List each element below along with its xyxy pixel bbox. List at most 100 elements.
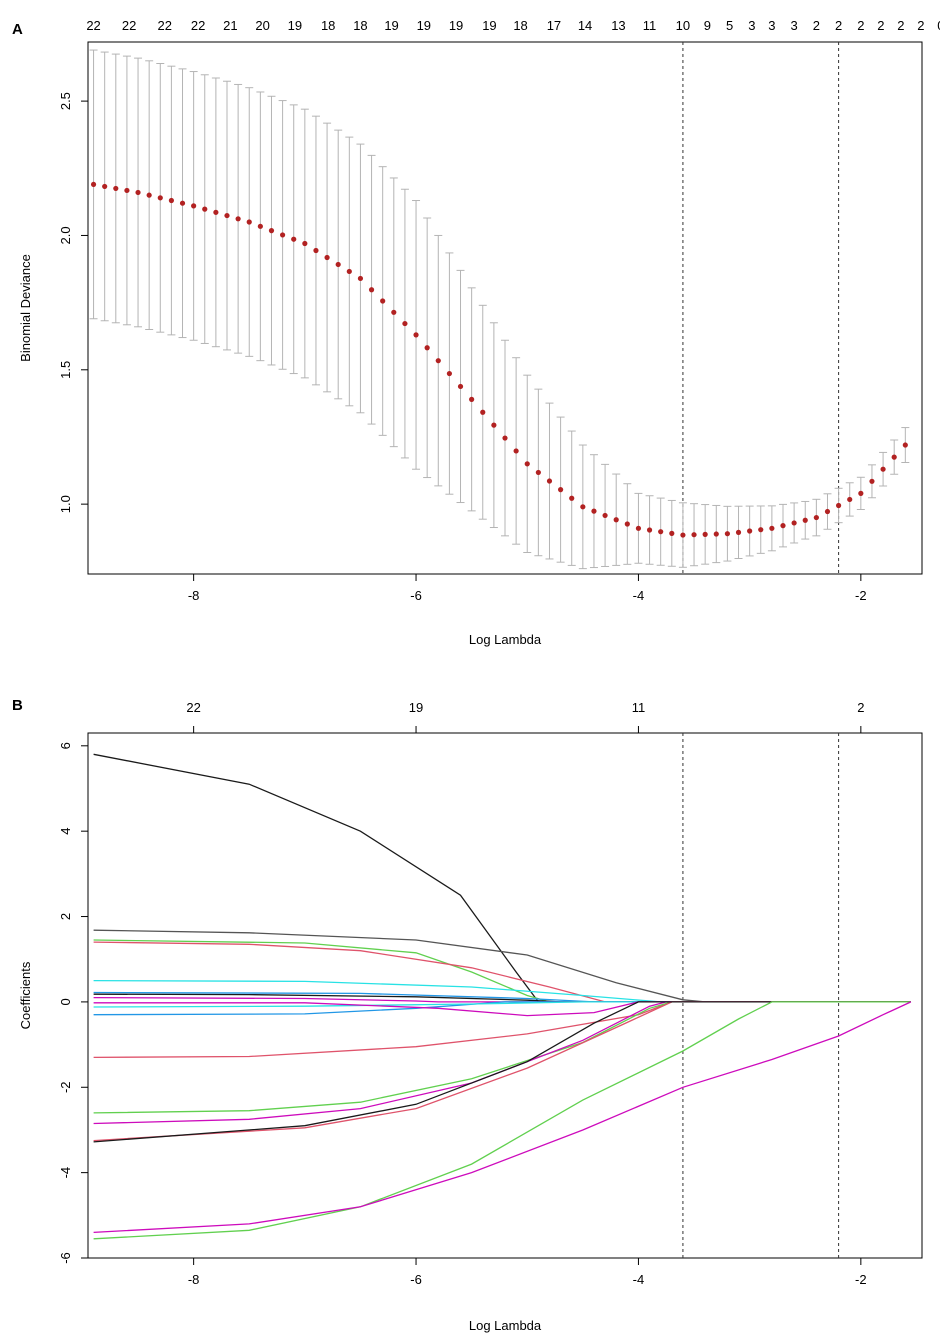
- deviance-point: [546, 478, 553, 484]
- panel-b-label: B: [12, 697, 23, 714]
- deviance-point: [558, 487, 564, 493]
- panel-a-label: A: [12, 21, 23, 38]
- panel-a-x-tick-label: -6: [410, 588, 422, 603]
- deviance-point: [135, 189, 141, 196]
- deviance-point: [769, 525, 775, 531]
- panel-a-top-axis-label: 19: [384, 18, 398, 33]
- panel-a-top-axis-label: 2: [835, 18, 842, 33]
- panel-a-top-axis-label: 18: [513, 18, 527, 33]
- panel-b-x-tick-label: -8: [188, 1272, 200, 1287]
- panel-b-x-axis-title: Log Lambda: [469, 1318, 542, 1333]
- deviance-point: [491, 422, 497, 428]
- deviance-point: [902, 442, 908, 448]
- panel-b-y-tick-label: -4: [58, 1167, 73, 1179]
- panel-b-y-tick-label: -6: [58, 1252, 73, 1264]
- panel-b-y-tick-label: 6: [58, 742, 73, 749]
- deviance-point: [146, 192, 152, 198]
- coef_14-line: [93, 1001, 911, 1125]
- deviance-point: [90, 181, 97, 188]
- panel-a-top-axis-label: 2: [897, 18, 904, 33]
- panel-a-top-axis-label: 19: [417, 18, 431, 33]
- deviance-point: [758, 527, 764, 533]
- coef_2-line: [93, 929, 911, 1003]
- deviance-point: [502, 435, 508, 441]
- deviance-point: [469, 396, 475, 402]
- deviance-point: [880, 466, 886, 472]
- panel-a-top-axis-label: 3: [768, 18, 775, 33]
- deviance-point: [335, 261, 341, 268]
- deviance-point: [513, 448, 519, 454]
- panel-a-top-axis-label: 19: [449, 18, 463, 33]
- panel-a-top-axis-label: 13: [611, 18, 625, 33]
- panel-a-top-axis-label: 19: [288, 18, 302, 33]
- panel-a-x-axis-title: Log Lambda: [469, 632, 542, 647]
- panel-a-top-axis-label: 17: [547, 18, 561, 33]
- deviance-point: [380, 298, 386, 304]
- panel-a-top-axis-label: 21: [223, 18, 237, 33]
- panel-a-x-tick-label: -8: [188, 588, 200, 603]
- deviance-point: [435, 358, 441, 364]
- deviance-point: [113, 185, 119, 192]
- deviance-point: [257, 223, 263, 229]
- coef_16-line: [93, 1001, 911, 1143]
- panel-b-plot-area: [93, 733, 912, 1258]
- deviance-point: [858, 490, 864, 496]
- panel-b-top-axis-label: 22: [186, 700, 200, 715]
- deviance-point: [747, 528, 753, 534]
- panel-a-y-tick-label: 1.0: [58, 495, 73, 513]
- deviance-point: [824, 508, 831, 515]
- deviance-point: [869, 478, 875, 484]
- coef_17-line: [93, 1001, 911, 1240]
- panel-a-y-tick-label: 2.0: [58, 226, 73, 244]
- panel-a-top-axis-label: 19: [482, 18, 496, 33]
- panel-b-y-tick-label: 0: [58, 998, 73, 1005]
- deviance-point: [202, 206, 208, 212]
- panel-a-top-axis-label: 2: [857, 18, 864, 33]
- panel-b-x-tick-label: -6: [410, 1272, 422, 1287]
- panel-a-top-axis-label: 22: [122, 18, 136, 33]
- panel-b-frame: [87, 732, 923, 1259]
- deviance-point: [646, 527, 653, 533]
- panel-b-top-axis-label: 19: [409, 700, 423, 715]
- panel-b-y-axis-title: Coefficients: [18, 961, 33, 1029]
- panel-a-top-axis-label: 3: [791, 18, 798, 33]
- deviance-point: [602, 512, 608, 519]
- deviance-point: [624, 521, 630, 527]
- panel-a-top-axis-label: 18: [353, 18, 367, 33]
- deviance-point: [791, 520, 797, 526]
- deviance-point: [368, 287, 375, 293]
- panel-a-top-axis-label: 2: [813, 18, 820, 33]
- deviance-point: [446, 370, 452, 377]
- deviance-point: [891, 454, 897, 460]
- panel-a-top-axis-label: 14: [578, 18, 592, 33]
- deviance-point: [535, 469, 541, 476]
- panel-a-top-axis-label: 3: [748, 18, 755, 33]
- panel-a-top-axis-label: 2: [877, 18, 884, 33]
- panel-a-y-tick-label: 2.5: [58, 92, 73, 110]
- panel-b-top-axis-label: 11: [632, 700, 646, 715]
- deviance-point: [268, 228, 275, 234]
- deviance-point: [724, 531, 731, 537]
- panel-b-x-tick-label: -4: [633, 1272, 645, 1287]
- panel-a-top-axis-label: 20: [255, 18, 269, 33]
- deviance-point: [235, 216, 241, 222]
- deviance-point: [669, 530, 675, 536]
- deviance-point: [324, 254, 330, 261]
- deviance-point: [713, 531, 719, 537]
- deviance-point: [457, 383, 464, 390]
- panel-b-y-tick-label: 4: [58, 828, 73, 835]
- panel-a-y-tick-label: 1.5: [58, 361, 73, 379]
- deviance-point: [313, 247, 319, 254]
- deviance-point: [658, 529, 664, 535]
- panel-b-y-tick-label: -2: [58, 1081, 73, 1093]
- coef_1-line: [93, 753, 911, 1003]
- panel-a-top-axis-label: 5: [726, 18, 733, 33]
- panel-a-top-axis-label: 10: [676, 18, 690, 33]
- deviance-point: [780, 523, 786, 529]
- deviance-point: [402, 320, 408, 327]
- deviance-point: [480, 409, 486, 415]
- deviance-point: [246, 219, 252, 225]
- deviance-point: [847, 496, 853, 503]
- deviance-point: [802, 517, 808, 523]
- panel-b-y-tick-label: 2: [58, 913, 73, 920]
